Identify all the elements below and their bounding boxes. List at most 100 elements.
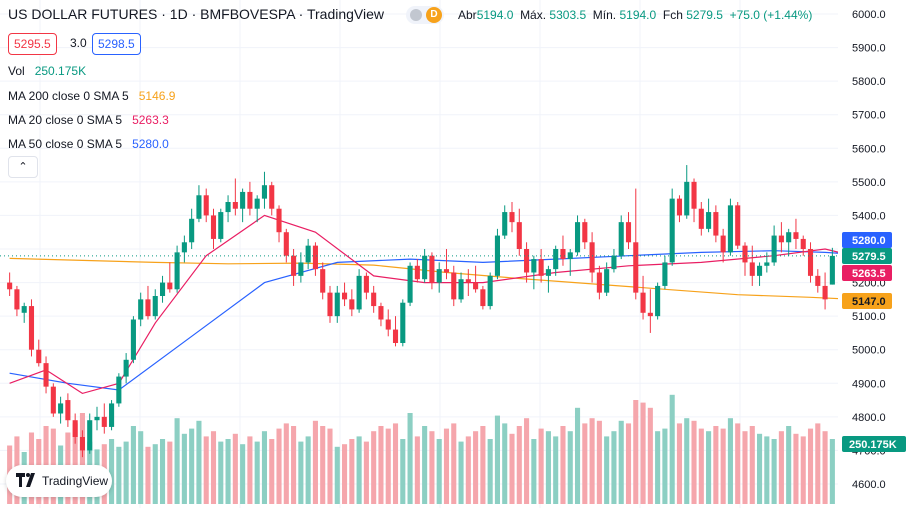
volume-bar [385,428,391,504]
volume-bar [509,433,515,504]
candle [276,205,282,243]
candle [443,249,450,280]
change-value: +75.0 (+1.44%) [729,8,813,22]
tradingview-logo[interactable]: TradingView [6,465,112,497]
candle [480,285,486,310]
candle [633,188,639,300]
candle [487,272,493,310]
ma200-legend[interactable]: MA 200 close 0 SMA 5 5146.9 [8,89,175,103]
candle [698,202,704,236]
candle [58,396,64,424]
sell-button[interactable]: 5295.5 [8,33,57,55]
candle-body [298,262,304,276]
candle-body [109,403,115,427]
market-status-badge[interactable]: D [406,6,444,24]
candle [349,289,355,317]
volume-bar [225,439,231,504]
candle [669,188,675,266]
candle-body [531,259,537,273]
candle [334,285,340,323]
tradingview-logo-text: TradingView [42,474,109,488]
candle [342,282,348,307]
volume-bar [727,418,733,504]
candle [429,252,435,290]
candle [269,181,275,216]
candle [713,205,719,243]
candle [94,406,100,431]
volume-bar [596,420,602,504]
ma50-legend[interactable]: MA 50 close 0 SMA 5 5280.0 [8,137,169,151]
candle [174,245,180,293]
candle [247,181,253,216]
volume-bar [261,431,268,504]
candle-body [611,255,617,270]
volume-bar [276,428,282,504]
candle [254,195,260,223]
buy-button[interactable]: 5298.5 [92,33,141,55]
status-dot-icon [410,9,422,21]
volume-bar [116,446,122,504]
volume-bar [130,426,136,504]
volume-label-text: 250.175K [849,439,897,451]
volume-bar [676,423,683,504]
ma20-line [9,214,877,395]
price-label-tag [842,265,892,281]
volume-bar [793,433,799,504]
candle-body [560,249,566,260]
open-value: 5194.0 [476,8,514,22]
candle-body [152,296,158,317]
candle-body [633,242,639,293]
candle [676,195,683,223]
volume-bar [553,436,559,504]
candle [43,356,49,394]
candle-body [647,312,653,317]
candle [655,282,661,320]
y-tick-label: 6000.0 [852,9,886,21]
candle-body [240,191,246,209]
candle-body [189,218,195,243]
collapse-legend-button[interactable]: ⌃ [8,156,38,178]
ma20-value: 5263.3 [132,113,169,127]
candle [604,262,610,296]
candle-body [400,302,406,343]
open-label: Abr [458,8,477,22]
volume-bar [524,418,530,504]
ma20-legend[interactable]: MA 20 close 0 SMA 5 5263.3 [8,113,169,127]
candle-body [36,349,42,364]
candle-body [261,185,268,199]
volume-bar [494,415,500,504]
candle-body [749,262,755,276]
candle [116,373,122,407]
candle-body [65,400,71,421]
candle [138,292,144,327]
volume-bar [604,436,610,504]
candle [502,205,508,239]
candle [647,289,653,333]
candle-body [130,319,136,360]
candle-body [596,272,602,293]
volume-bar [283,423,289,504]
candle [757,262,763,286]
candle [7,272,13,296]
candle-body [669,198,675,263]
candle-body [50,386,56,414]
candle [793,218,799,249]
low-label: Mín. [592,8,617,22]
volume-legend[interactable]: Vol 250.175K [8,64,86,78]
candle-body [356,275,362,310]
candle-body [349,299,355,310]
candle-body [706,212,712,229]
candle-body [436,269,442,283]
price-label-text: 5279.5 [852,251,886,263]
ma200-label: MA 200 close 0 SMA 5 [8,89,129,103]
candle [458,272,464,303]
volume-bar [757,433,763,504]
candle-body [159,282,166,296]
price-label-text: 5280.0 [852,235,886,247]
candle-body [800,238,806,249]
spread-value: 3.0 [70,36,87,50]
candle [240,188,246,223]
candle [531,255,537,290]
candle-body [210,215,217,239]
